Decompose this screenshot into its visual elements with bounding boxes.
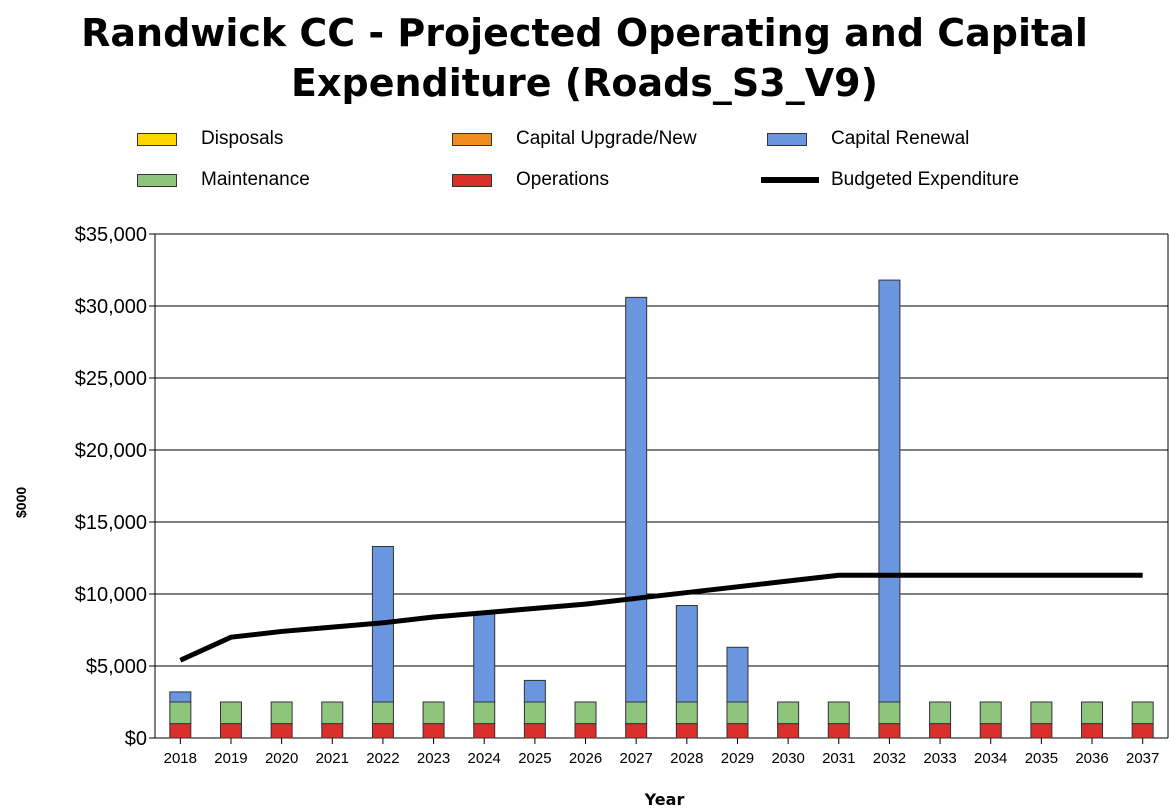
y-tick-label: $15,000 [75,512,147,534]
bar-segment-operations [219,723,242,739]
bar-segment-maintenance [169,701,192,725]
x-tick-label: 2024 [468,750,501,767]
legend-swatch-operations [452,174,492,187]
x-tick-label: 2029 [721,750,754,767]
bar-segment-maintenance [777,701,800,725]
y-tick-label: $30,000 [75,296,147,318]
y-tick-label: $5,000 [86,656,147,678]
x-tick-label: 2023 [417,750,450,767]
bar-segment-capital-renewal [726,646,749,703]
x-tick-label: 2035 [1025,750,1058,767]
bar-segment-operations [371,723,394,739]
x-tick-label: 2020 [265,750,298,767]
bar-segment-operations [270,723,293,739]
x-axis-label: Year [644,790,685,809]
x-tick-label: 2027 [619,750,652,767]
bar-segment-operations [473,723,496,739]
y-tick-label: $0 [125,728,147,750]
bar-segment-maintenance [523,701,546,725]
legend-swatch-maintenance [137,174,177,187]
bar-segment-operations [574,723,597,739]
bar-segment-maintenance [574,701,597,725]
bar-segment-capital-renewal [473,612,496,703]
bar-segment-operations [675,723,698,739]
bar-segment-operations [777,723,800,739]
bar-segment-operations [827,723,850,739]
bar-segment-capital-renewal [675,605,698,703]
x-tick-label: 2036 [1075,750,1108,767]
x-tick-label: 2034 [974,750,1007,767]
legend: Disposals Capital Upgrade/New Capital Re… [137,128,1117,198]
x-tick-label: 2037 [1126,750,1159,767]
budgeted-expenditure-line [179,572,1143,663]
bar-segment-operations [625,723,648,739]
legend-label-capital-upgrade: Capital Upgrade/New [516,128,697,149]
legend-swatch-capital-renewal [767,133,807,146]
x-tick-label: 2022 [366,750,399,767]
legend-label-capital-renewal: Capital Renewal [831,128,970,149]
bar-segment-operations [979,723,1002,739]
bar-segment-capital-renewal [523,679,546,703]
bar-segment-maintenance [979,701,1002,725]
legend-swatch-capital-upgrade [452,133,492,146]
bar-segment-maintenance [1030,701,1053,725]
bar-segment-capital-renewal [878,279,901,703]
x-tick-label: 2031 [822,750,855,767]
bar-segment-maintenance [371,701,394,725]
x-tick-label: 2028 [670,750,703,767]
bar-segment-maintenance [422,701,445,725]
bar-segment-operations [1030,723,1053,739]
chart-title: Randwick CC - Projected Operating and Ca… [81,11,1088,105]
bar-segment-maintenance [219,701,242,725]
legend-label-maintenance: Maintenance [201,169,310,190]
bar-segment-maintenance [827,701,850,725]
bar-segment-operations [1131,723,1154,739]
bar-segment-operations [169,723,192,739]
bar-segment-maintenance [1131,701,1154,725]
legend-label-disposals: Disposals [201,128,284,149]
bar-segment-maintenance [675,701,698,725]
bar-segment-capital-renewal [625,296,648,703]
bar-segment-operations [321,723,344,739]
bar-segment-maintenance [726,701,749,725]
bar-segment-operations [523,723,546,739]
x-tick-label: 2032 [873,750,906,767]
y-axis-label: $000 [13,486,29,518]
bar-segment-operations [1081,723,1104,739]
x-tick-label: 2021 [316,750,349,767]
legend-line-budgeted-expenditure [761,177,819,183]
bar-segment-maintenance [321,701,344,725]
bar-segment-operations [726,723,749,739]
x-tick-label: 2019 [214,750,247,767]
y-tick-label: $10,000 [75,584,147,606]
x-tick-label: 2025 [518,750,551,767]
legend-label-operations: Operations [516,169,609,190]
y-tick-label: $20,000 [75,440,147,462]
bar-segment-operations [929,723,952,739]
x-tick-label: 2033 [923,750,956,767]
legend-swatch-disposals [137,133,177,146]
bar-segment-operations [878,723,901,739]
x-tick-label: 2018 [164,750,197,767]
bar-segment-maintenance [929,701,952,725]
x-tick-label: 2030 [771,750,804,767]
legend-label-budgeted-expenditure: Budgeted Expenditure [831,169,1020,190]
y-tick-label: $35,000 [75,224,147,246]
bar-segment-operations [422,723,445,739]
bar-segment-maintenance [625,701,648,725]
y-tick-label: $25,000 [75,368,147,390]
bar-segment-maintenance [878,701,901,725]
x-tick-label: 2026 [569,750,602,767]
bar-segment-maintenance [473,701,496,725]
bar-segment-capital-renewal [169,691,192,703]
bar-segment-maintenance [270,701,293,725]
bar-segment-maintenance [1081,701,1104,725]
